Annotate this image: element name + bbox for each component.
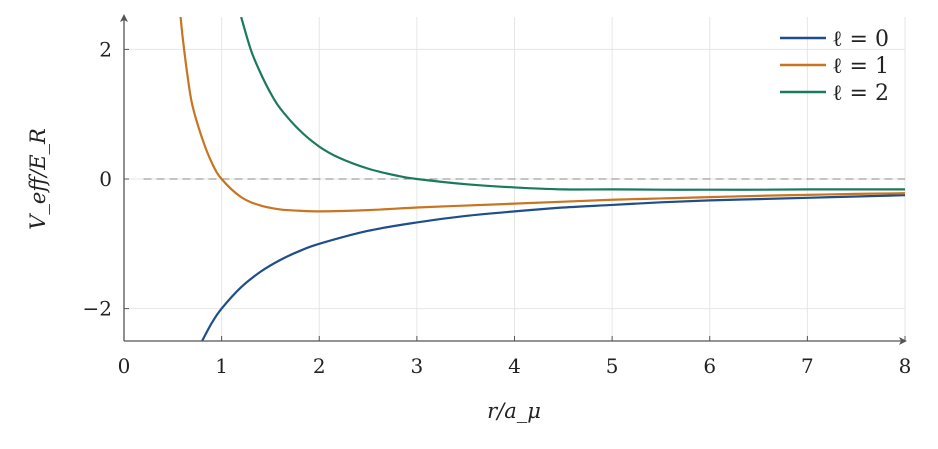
x-tick-label: 2	[313, 354, 326, 378]
y-axis-title: V_eff/E_R	[26, 128, 50, 230]
legend: ℓ = 0ℓ = 1ℓ = 2	[780, 27, 889, 106]
legend-label-0: ℓ = 0	[832, 27, 889, 52]
x-tick-label: 6	[703, 354, 716, 378]
x-tick-label: 1	[215, 354, 228, 378]
y-tick-label: 2	[99, 37, 112, 61]
x-tick-label: 4	[508, 354, 521, 378]
x-tick-label: 7	[801, 354, 814, 378]
series-line-2	[240, 17, 906, 191]
legend-label-1: ℓ = 1	[832, 54, 889, 79]
series-line-1	[179, 17, 906, 213]
x-tick-label: 3	[411, 354, 424, 378]
series-line-0	[201, 194, 906, 341]
x-tick-label: 5	[606, 354, 619, 378]
y-ticks: −2 0 2	[83, 37, 129, 321]
series-layer	[179, 17, 906, 341]
y-tick-label: 0	[99, 167, 112, 191]
x-ticks: 0 1 2 3 4 5 6 7 8	[118, 336, 912, 378]
x-tick-label: 0	[118, 354, 131, 378]
legend-label-2: ℓ = 2	[832, 81, 889, 106]
x-axis-title: r/a_μ	[487, 399, 541, 423]
x-tick-label: 8	[899, 354, 912, 378]
y-tick-label: −2	[83, 297, 112, 321]
